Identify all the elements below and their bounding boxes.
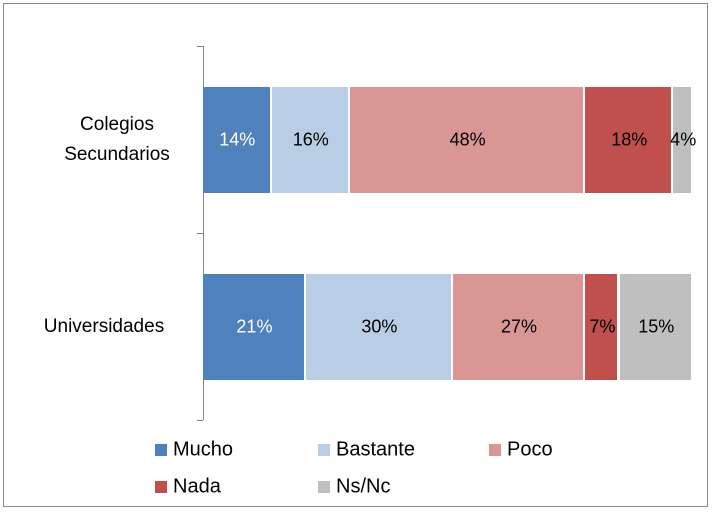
axis-tick bbox=[197, 233, 203, 234]
bar-segment bbox=[350, 86, 586, 193]
legend-swatch bbox=[318, 444, 330, 456]
value-label: 27% bbox=[501, 316, 538, 336]
category-label: Colegios Secundarios bbox=[64, 113, 170, 165]
legend-swatch bbox=[318, 481, 330, 493]
bar-segment bbox=[452, 273, 586, 380]
value-label: 14% bbox=[219, 129, 256, 149]
bar-segment bbox=[585, 86, 674, 193]
legend-label: Mucho bbox=[173, 438, 234, 461]
legend-label: Ns/Nc bbox=[336, 475, 391, 498]
legend-swatch bbox=[155, 481, 167, 493]
value-label: 7% bbox=[589, 316, 616, 336]
value-label: 16% bbox=[292, 129, 329, 149]
value-label: 4% bbox=[670, 129, 697, 149]
bar-segment bbox=[203, 273, 306, 380]
bar-segment bbox=[673, 86, 693, 193]
legend-swatch bbox=[155, 444, 167, 456]
category-axis bbox=[203, 46, 204, 420]
bar-segment bbox=[271, 86, 350, 193]
value-label: 30% bbox=[361, 316, 398, 336]
value-label: 21% bbox=[236, 316, 273, 336]
bar-segment bbox=[585, 273, 620, 380]
axis-tick bbox=[197, 420, 203, 421]
bar-segment bbox=[619, 273, 693, 380]
bar-segment bbox=[305, 273, 453, 380]
axis-tick bbox=[197, 46, 203, 47]
value-label: 15% bbox=[638, 316, 675, 336]
bar-segment bbox=[203, 86, 272, 193]
legend-label: Bastante bbox=[336, 438, 415, 461]
legend-label: Nada bbox=[173, 475, 221, 498]
chart-frame bbox=[3, 3, 708, 507]
category-label: Universidades bbox=[43, 315, 165, 337]
legend-label: Poco bbox=[507, 438, 553, 461]
value-label: 18% bbox=[611, 129, 648, 149]
legend-swatch bbox=[489, 444, 501, 456]
value-label: 48% bbox=[449, 129, 486, 149]
